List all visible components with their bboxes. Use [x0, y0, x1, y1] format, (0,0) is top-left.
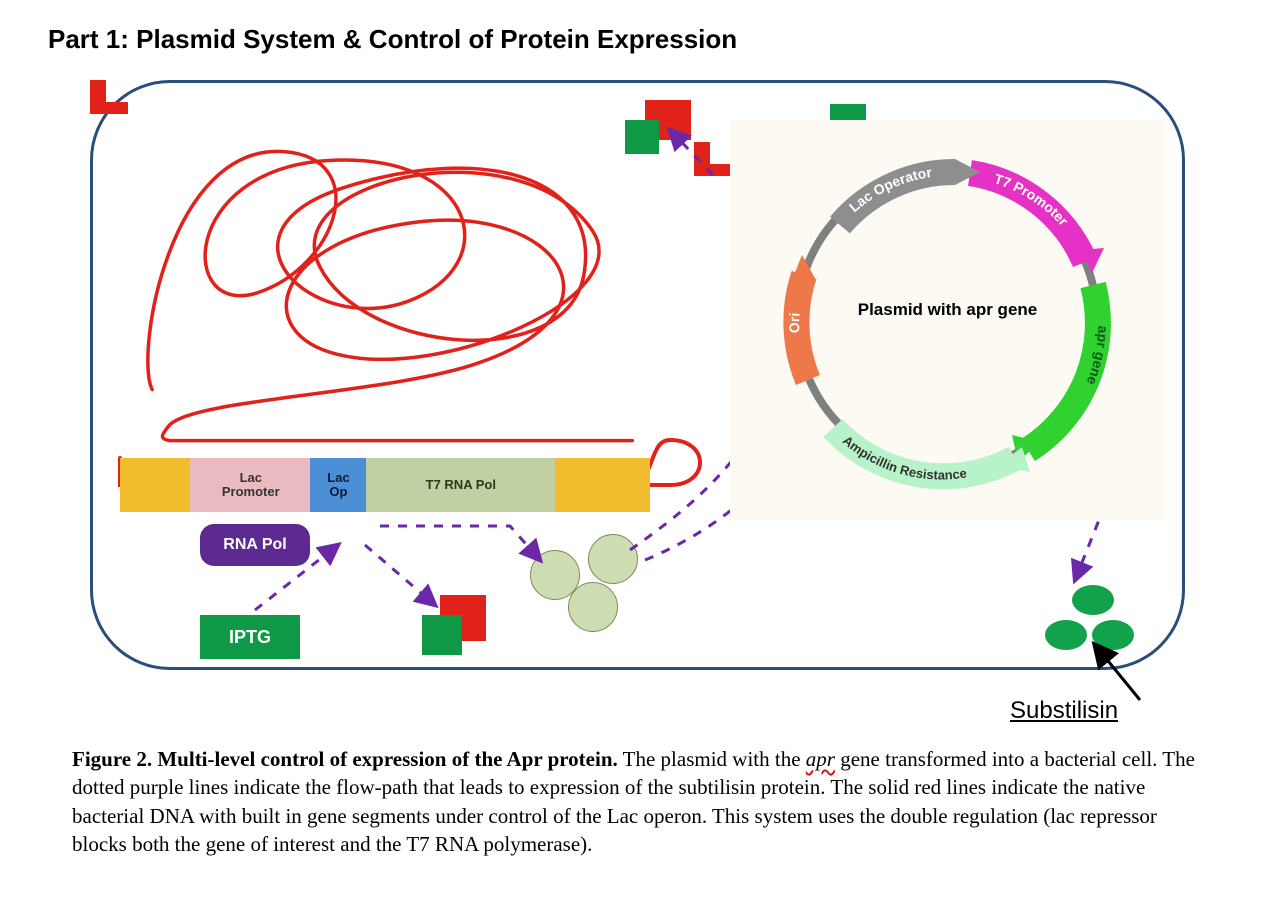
caption-text-1: The plasmid with the	[618, 747, 806, 771]
rna-pol-text: RNA Pol	[223, 536, 286, 554]
t7-pol-sphere	[568, 582, 618, 632]
subtilisin-label: Substilisin	[1010, 697, 1118, 725]
subtilisin-oval	[1092, 620, 1134, 650]
caption-apr-word: apr	[806, 747, 835, 771]
gene-flank-right	[555, 458, 650, 512]
bacterial-cell: Lac Promoter Lac Op T7 RNA Pol RNA Pol I…	[90, 80, 1185, 670]
caption-bold: Figure 2. Multi-level control of express…	[72, 747, 618, 771]
figure-caption: Figure 2. Multi-level control of express…	[72, 745, 1212, 858]
lac-promoter-segment: Lac Promoter	[190, 458, 310, 512]
plasmid-center-label: Plasmid with apr gene	[730, 300, 1165, 320]
iptg-box: IPTG	[200, 615, 300, 659]
iptg-text: IPTG	[229, 627, 271, 648]
lac-op-segment: Lac Op	[310, 458, 365, 512]
t7-rna-pol-segment: T7 RNA Pol	[366, 458, 555, 512]
repressor-iptg-pair-top	[645, 100, 691, 140]
plasmid-lacop-label: Lac Operator	[846, 164, 933, 215]
page-title: Part 1: Plasmid System & Control of Prot…	[48, 24, 737, 55]
t7-rna-pol-label: T7 RNA Pol	[426, 478, 496, 492]
t7-pol-sphere	[588, 534, 638, 584]
subtilisin-oval	[1045, 620, 1087, 650]
gene-flank-left	[120, 458, 190, 512]
lac-promoter-label: Lac Promoter	[222, 471, 280, 500]
repressor-iptg-pair-bottom	[440, 595, 486, 641]
iptg-square-icon	[422, 615, 462, 655]
plasmid-map: Lac Operator T7 Promoter apr gene Ampici…	[730, 120, 1165, 520]
iptg-square-icon	[625, 120, 659, 154]
subtilisin-oval	[1072, 585, 1114, 615]
svg-text:Lac Operator: Lac Operator	[846, 164, 933, 215]
plasmid-t7-label: T7 Promoter	[992, 170, 1072, 229]
repressor-on-chromosome-icon	[90, 80, 128, 114]
page: Part 1: Plasmid System & Control of Prot…	[0, 0, 1280, 918]
svg-text:T7 Promoter: T7 Promoter	[992, 170, 1072, 229]
lac-op-label: Lac Op	[327, 471, 349, 500]
chromosomal-gene-block: Lac Promoter Lac Op T7 RNA Pol	[120, 458, 650, 512]
repressor-on-plasmid-icon	[694, 142, 732, 176]
rna-pol-box: RNA Pol	[200, 524, 310, 566]
